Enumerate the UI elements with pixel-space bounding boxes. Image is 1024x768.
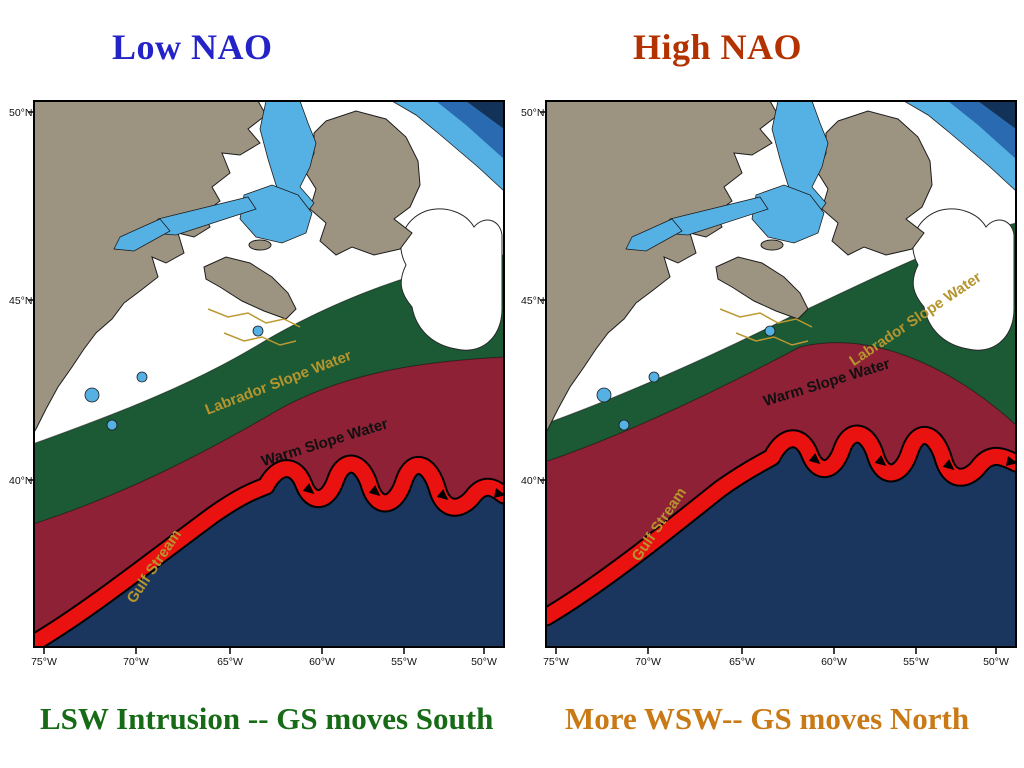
lon-label: 65°W xyxy=(729,656,755,668)
gulf-st-lawrence xyxy=(239,184,313,244)
title-low-nao: Low NAO xyxy=(112,27,273,67)
current-arrow xyxy=(942,459,955,471)
prince-edward-island xyxy=(248,239,272,251)
caption-high-nao: More WSW-- GS moves North xyxy=(565,701,970,736)
lon-label: 65°W xyxy=(217,656,243,668)
labrador-sea-deep-blue xyxy=(978,101,1016,129)
lon-label: 75°W xyxy=(31,656,57,668)
map-high-nao: Labrador Slope Water Warm Slope Water Gu… xyxy=(520,95,1017,670)
gulf-stream-band xyxy=(34,456,504,647)
gulf-st-lawrence xyxy=(751,184,825,244)
strait-channel xyxy=(259,101,317,218)
lat-label: 45°N xyxy=(521,295,544,307)
nova-scotia-landmass xyxy=(203,256,297,320)
coastal-bay xyxy=(596,387,612,403)
map-frame xyxy=(545,100,1017,648)
newfoundland-landmass xyxy=(817,110,933,256)
newfoundland-landmass xyxy=(305,110,421,256)
current-arrow xyxy=(874,455,887,467)
caption-low-nao: LSW Intrusion -- GS moves South xyxy=(40,701,494,736)
map-frame xyxy=(33,100,505,648)
lon-label: 75°W xyxy=(543,656,569,668)
lon-label: 55°W xyxy=(391,656,417,668)
current-arrow xyxy=(436,489,449,501)
lon-label: 60°W xyxy=(309,656,335,668)
current-arrow xyxy=(1005,456,1016,466)
depth-contour xyxy=(207,308,301,328)
lat-label: 50°N xyxy=(521,107,544,119)
lon-label: 70°W xyxy=(635,656,661,668)
lon-label: 50°W xyxy=(983,656,1009,668)
current-arrow xyxy=(302,483,315,495)
coastal-bay xyxy=(618,419,630,431)
mainland-landmass xyxy=(34,101,267,434)
labrador-sea-deep-blue xyxy=(466,101,504,129)
grand-banks-shelf xyxy=(400,208,503,351)
maroon-boundary-contour xyxy=(34,356,504,525)
map-low-nao: Labrador Slope Water Warm Slope Water Gu… xyxy=(8,95,505,670)
low-nao-map-figure: Labrador Slope Water Warm Slope Water Gu… xyxy=(9,100,505,668)
title-high-nao: High NAO xyxy=(633,27,803,67)
strait-channel xyxy=(771,101,829,218)
coastal-bay xyxy=(84,387,100,403)
lat-label: 40°N xyxy=(9,475,32,487)
coastal-bay xyxy=(648,371,660,383)
current-arrow xyxy=(808,453,821,465)
mainland-landmass xyxy=(546,101,779,434)
latitude-ticks xyxy=(540,111,546,481)
coastal-bay xyxy=(106,419,118,431)
coastal-bay xyxy=(136,371,148,383)
open-ocean-region xyxy=(546,434,1016,647)
prince-edward-island xyxy=(760,239,784,251)
latitude-ticks xyxy=(28,111,34,481)
lon-label: 50°W xyxy=(471,656,497,668)
st-lawrence-river-upper xyxy=(113,218,171,252)
gulf-stream-band xyxy=(546,426,1016,625)
lon-label: 55°W xyxy=(903,656,929,668)
high-nao-map-figure: Labrador Slope Water Warm Slope Water Gu… xyxy=(521,100,1017,668)
depth-contour xyxy=(719,308,813,328)
grand-banks-shelf xyxy=(912,208,1015,351)
lat-label: 45°N xyxy=(9,295,32,307)
lat-label: 40°N xyxy=(521,475,544,487)
depth-contour xyxy=(735,332,809,346)
lat-label: 50°N xyxy=(9,107,32,119)
longitude-ticks xyxy=(555,647,997,654)
current-arrow xyxy=(493,488,504,498)
lon-label: 60°W xyxy=(821,656,847,668)
maroon-boundary-contour xyxy=(546,342,1016,463)
st-lawrence-river-upper xyxy=(625,218,683,252)
coastal-bay xyxy=(252,325,264,337)
lon-label: 70°W xyxy=(123,656,149,668)
nova-scotia-landmass xyxy=(715,256,809,320)
coastal-bay xyxy=(764,325,776,337)
longitude-ticks xyxy=(43,647,485,654)
current-arrow xyxy=(368,485,381,497)
depth-contour xyxy=(223,332,297,346)
